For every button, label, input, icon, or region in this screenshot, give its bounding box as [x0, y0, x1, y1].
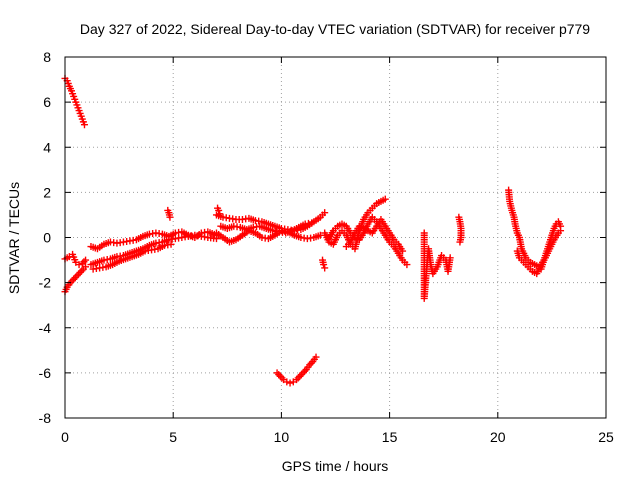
y-tick-label: -8 [39, 410, 52, 426]
data-point [308, 219, 316, 227]
data-point [321, 209, 329, 217]
data-point [68, 277, 76, 285]
y-tick-label: 4 [43, 139, 51, 155]
data-point [299, 369, 307, 377]
data-point [216, 210, 224, 218]
data-point [82, 256, 90, 264]
y-tick-label: -4 [39, 320, 52, 336]
data-point [297, 371, 305, 379]
series-band-early-bottom [89, 240, 175, 273]
data-point [557, 227, 565, 235]
x-tick-label: 25 [598, 429, 614, 445]
data-point [296, 372, 304, 380]
data-point [75, 270, 83, 278]
data-point [215, 206, 223, 214]
data-point [80, 121, 88, 129]
data-point [321, 264, 329, 272]
data-point [73, 272, 81, 280]
series-arc-low-10h [273, 353, 320, 387]
data-point [82, 263, 90, 271]
data-marks [61, 74, 565, 387]
x-tick-label: 0 [61, 429, 69, 445]
x-axis-label: GPS time / hours [282, 458, 389, 474]
data-point [278, 374, 286, 382]
series-arc-18h [455, 213, 465, 246]
data-point [286, 379, 294, 387]
y-axis-label: SDTVAR / TECUs [6, 182, 22, 294]
x-tick-label: 15 [382, 429, 398, 445]
data-point [307, 359, 315, 367]
series-arc-neg-start [61, 263, 90, 296]
data-point [294, 374, 302, 382]
data-point [381, 195, 389, 203]
y-tick-label: 6 [43, 94, 51, 110]
chart-title: Day 327 of 2022, Sidereal Day-to-day VTE… [80, 21, 590, 37]
y-tick-label: -2 [39, 275, 52, 291]
y-tick-label: 2 [43, 184, 51, 200]
data-point [312, 353, 320, 361]
data-point [456, 238, 464, 246]
data-point [78, 259, 86, 267]
data-point [70, 275, 78, 283]
series-band-late-middle [342, 215, 407, 255]
x-tick-label: 10 [274, 429, 290, 445]
data-point [75, 261, 83, 269]
series-spike-5h [164, 206, 174, 221]
series-arc-21h-inner [513, 227, 565, 278]
data-point [71, 274, 79, 282]
data-point [276, 372, 284, 380]
series-cluster-17h [420, 229, 454, 302]
data-point [283, 378, 291, 386]
y-tick-label: 0 [43, 230, 51, 246]
data-point [301, 367, 309, 375]
data-point [76, 268, 84, 276]
series-band-early-upper [87, 228, 220, 253]
series-arc-21h [505, 186, 565, 273]
y-tick-label: 8 [43, 49, 51, 65]
data-point [399, 247, 407, 255]
series-spike-7h [214, 204, 224, 218]
series-drop-12h [319, 256, 329, 272]
axis-ticks: 0 5 10 15 20 25 -8 -6 -4 -2 0 2 4 6 8 [39, 49, 614, 445]
data-point [166, 213, 174, 221]
y-tick-label: -6 [39, 365, 52, 381]
data-point [78, 267, 86, 275]
series-band-mid-middle [217, 219, 316, 237]
series-band-late-lower [325, 213, 411, 269]
data-point [273, 369, 281, 377]
data-point [320, 261, 328, 269]
data-point [403, 261, 411, 269]
x-tick-label: 5 [169, 429, 177, 445]
data-point [446, 254, 454, 262]
x-tick-label: 20 [490, 429, 506, 445]
data-point [167, 240, 175, 248]
